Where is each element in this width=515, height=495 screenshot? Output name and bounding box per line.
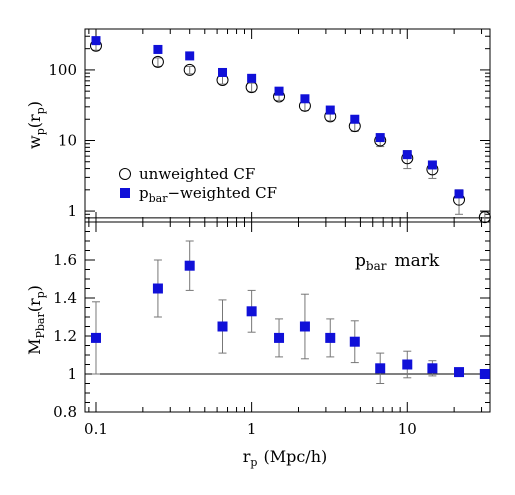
mark-point [375,363,386,374]
mark-point [152,283,163,294]
top-y-tick-label: 100 [48,61,77,79]
mark-point [325,332,336,343]
weighted-cf-point [427,160,437,170]
legend: unweighted CF pbar−weighted CF [119,165,277,205]
panel-annotation: pbar mark [355,251,440,273]
weighted-cf-point [300,94,310,104]
mark-point [427,363,438,374]
bottom-x-ticks: 0.1 1 10 [84,222,483,438]
top-x-ticks [88,29,483,222]
bottom-y-tick-label: 1.2 [53,327,77,345]
mark-point [184,260,195,271]
top-y-tick-label: 1 [67,202,77,220]
bottom-y-tick-label: 1.4 [53,289,77,307]
mark-point [454,367,465,378]
mark-point [90,332,101,343]
mark-point [299,321,310,332]
legend-weighted-marker [120,188,130,198]
weighted-cf-point [454,189,464,199]
x-axis-title: rp (Mpc/h) [243,447,327,469]
top-panel: 1 10 100 wp(rp) unweighted CF pbar−weighte… [25,28,491,224]
weighted-cf-point [350,114,360,124]
weighted-cf-point [325,105,335,115]
bottom-y-tick-label: 1.6 [53,251,77,269]
weighted-cf-point [274,86,284,96]
bottom-panel: 0.811.21.41.6 0.1 1 10 MPbar(rp) pbar mark … [25,221,491,469]
top-points [89,36,491,224]
weighted-cf-point [247,73,257,83]
weighted-cf-point [91,36,101,46]
weighted-cf-point [402,150,412,160]
weighted-cf-point [153,44,163,54]
bottom-y-tick-label: 1 [67,365,77,383]
x-tick-label: 1 [247,420,257,438]
mark-point [402,359,413,370]
legend-unweighted-label: unweighted CF [139,165,255,183]
unweighted-cf-point [478,211,491,224]
top-y-ticks: 1 10 100 [48,35,490,223]
x-tick-label: 0.1 [84,420,108,438]
mark-point [217,321,228,332]
legend-weighted-label: pbar−weighted CF [139,184,277,205]
top-y-axis-title: wp(rp) [25,101,47,149]
mark-point [274,332,285,343]
weighted-cf-point [185,51,195,61]
legend-unweighted-marker [119,168,131,180]
top-y-tick-label: 10 [58,131,77,149]
unweighted-cf-point [183,63,196,76]
x-tick-label: 10 [398,420,417,438]
weighted-cf-point [218,67,228,77]
bottom-y-ticks: 0.8 1 1.2 1.4 1.6 [53,221,490,421]
mark-point [246,306,257,317]
mark-point [479,369,490,379]
mark-point [349,336,360,347]
unweighted-cf-point [151,55,164,68]
weighted-cf-point [375,133,385,143]
bottom-y-axis-title: MPbar(rp) [25,285,47,355]
bottom-y-tick-label: 0.8 [53,403,77,421]
bottom-points [90,260,490,379]
